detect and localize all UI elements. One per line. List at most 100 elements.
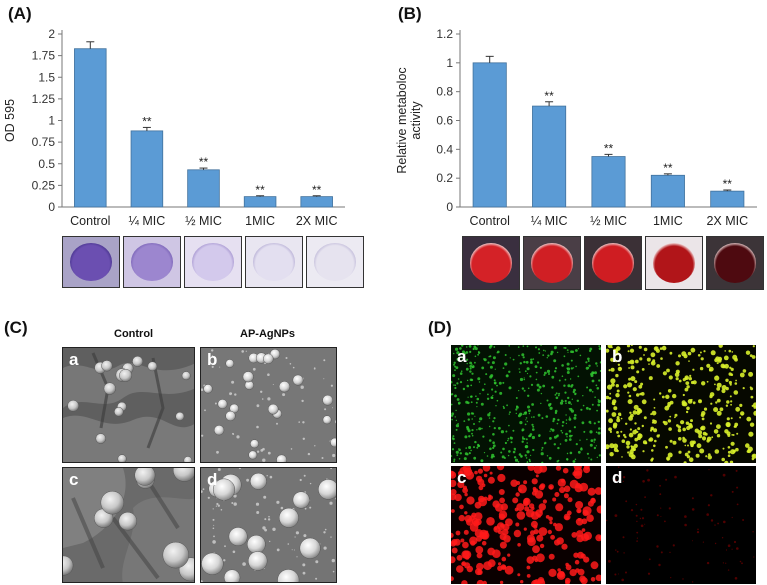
nanoparticle-speck	[241, 350, 244, 353]
bacterial-cell	[330, 437, 336, 448]
fluorescent-spot	[527, 405, 530, 409]
fluorescent-spot	[541, 417, 544, 420]
nanoparticle-speck	[264, 518, 267, 521]
fluorescent-spot	[493, 417, 496, 420]
fluorescent-spot	[497, 350, 500, 354]
nanoparticle-speck	[234, 393, 237, 396]
fluorescent-spot	[567, 497, 573, 503]
fluorescent-spot	[516, 503, 525, 512]
fluorescent-spot	[540, 345, 542, 346]
x-tick-label-3: 1MIC	[245, 214, 275, 228]
well-2	[184, 236, 242, 288]
fluorescent-spot	[698, 434, 703, 439]
fluorescent-spot	[615, 346, 621, 351]
fluorescent-spot	[629, 348, 635, 353]
fluorescent-spot	[476, 579, 484, 584]
fluorescent-spot	[500, 523, 504, 528]
fluorescent-spot	[734, 577, 738, 580]
fluorescent-spot	[682, 578, 684, 580]
fluorescent-spot	[573, 416, 577, 420]
fluorescent-spot	[656, 364, 661, 368]
nanoparticle-speck	[262, 458, 266, 462]
fluorescent-spot	[751, 453, 756, 459]
fluorescent-spot	[512, 429, 515, 432]
fluorescent-spot	[477, 353, 479, 356]
nanoparticle-speck	[323, 531, 326, 534]
fluorescent-spot	[471, 366, 474, 369]
fluorescent-spot	[451, 412, 455, 416]
nanoparticle-speck	[236, 435, 240, 439]
fluorescent-spot	[615, 373, 619, 378]
fluorescent-spot	[609, 392, 612, 395]
fluorescent-spot	[487, 497, 491, 502]
chart-b-metabolic-activity: 0 0.2 0.4 0.6 0.8 1 1.2 Control ** ¼ MIC ** ½ MIC **…	[395, 27, 757, 228]
fluorescent-spot	[517, 461, 520, 463]
fluorescent-spot	[653, 346, 659, 351]
nanoparticle-speck	[246, 478, 249, 482]
well-3-fill	[652, 243, 696, 283]
fluorescent-spot	[530, 358, 533, 361]
fluorescent-spot	[615, 479, 617, 481]
fluorescent-spot	[535, 474, 539, 478]
fluorescent-spot	[528, 435, 531, 438]
bacterial-cell	[172, 468, 194, 482]
fluorescent-spot	[692, 380, 697, 385]
fluorescent-spot	[470, 412, 474, 415]
fluorescent-spot	[509, 411, 511, 414]
nanoparticle-speck	[267, 397, 271, 401]
fluorescent-spot	[678, 437, 682, 441]
fluorescent-spot	[508, 345, 510, 347]
fluorescent-spot	[486, 455, 489, 457]
fluorescent-spot	[632, 448, 636, 451]
fluorescent-spot	[575, 501, 584, 509]
fluorescent-spot	[532, 448, 535, 452]
fluorescent-spot	[489, 365, 493, 369]
fluorescent-spot	[455, 419, 458, 422]
y-axis-label: OD 595	[3, 99, 17, 142]
fluorescent-spot	[622, 480, 624, 482]
fluorescent-spot	[706, 380, 709, 383]
fluorescent-spot	[591, 403, 594, 406]
fluorescent-spot	[638, 410, 641, 412]
fluorescent-spot	[650, 352, 656, 358]
fluorescent-spot	[644, 523, 646, 525]
fluorescent-spot	[654, 439, 657, 443]
fluorescent-spot	[474, 440, 477, 444]
fluorescent-spot	[742, 519, 745, 521]
fluorescent-spot	[455, 347, 459, 351]
fluorescent-spot	[577, 450, 581, 454]
fluorescent-spot	[518, 368, 520, 370]
fluorescent-spot	[554, 370, 557, 373]
fluorescent-spot	[590, 374, 594, 378]
fluorescent-spot	[651, 449, 654, 452]
fluorescent-spot	[558, 379, 561, 382]
fluorescent-spot	[591, 379, 595, 383]
fluorescent-spot	[599, 361, 601, 364]
well-3	[645, 236, 703, 290]
fluorescent-spot	[476, 397, 480, 401]
fluorescent-spot	[735, 447, 739, 452]
fluorescent-spot	[459, 504, 464, 510]
fluorescent-spot	[468, 345, 472, 348]
y-tick-label: 1	[48, 114, 55, 128]
fluorescent-spot	[661, 395, 665, 399]
fluorescent-spot	[554, 394, 557, 396]
fluorescent-spot	[474, 361, 476, 364]
fluorescent-spot	[653, 398, 656, 401]
fluorescent-spot	[483, 473, 488, 478]
nanoparticle-speck	[296, 556, 298, 558]
fluorescent-spot	[582, 395, 584, 397]
fluorescent-spot	[569, 407, 573, 411]
fluorescent-spot	[516, 511, 526, 520]
fluorescent-spot	[526, 574, 531, 578]
fluorescent-spot	[674, 413, 678, 417]
fluorescent-spot	[598, 454, 601, 457]
fluorescent-spot	[610, 378, 616, 384]
bacterial-cell	[278, 381, 291, 393]
fluorescent-spot	[691, 581, 694, 583]
fluorescent-spot	[682, 393, 685, 397]
fluorescent-spot	[464, 435, 468, 439]
bar-3	[243, 196, 277, 208]
fluorescent-spot	[454, 365, 457, 368]
fluorescent-spot	[628, 377, 631, 381]
